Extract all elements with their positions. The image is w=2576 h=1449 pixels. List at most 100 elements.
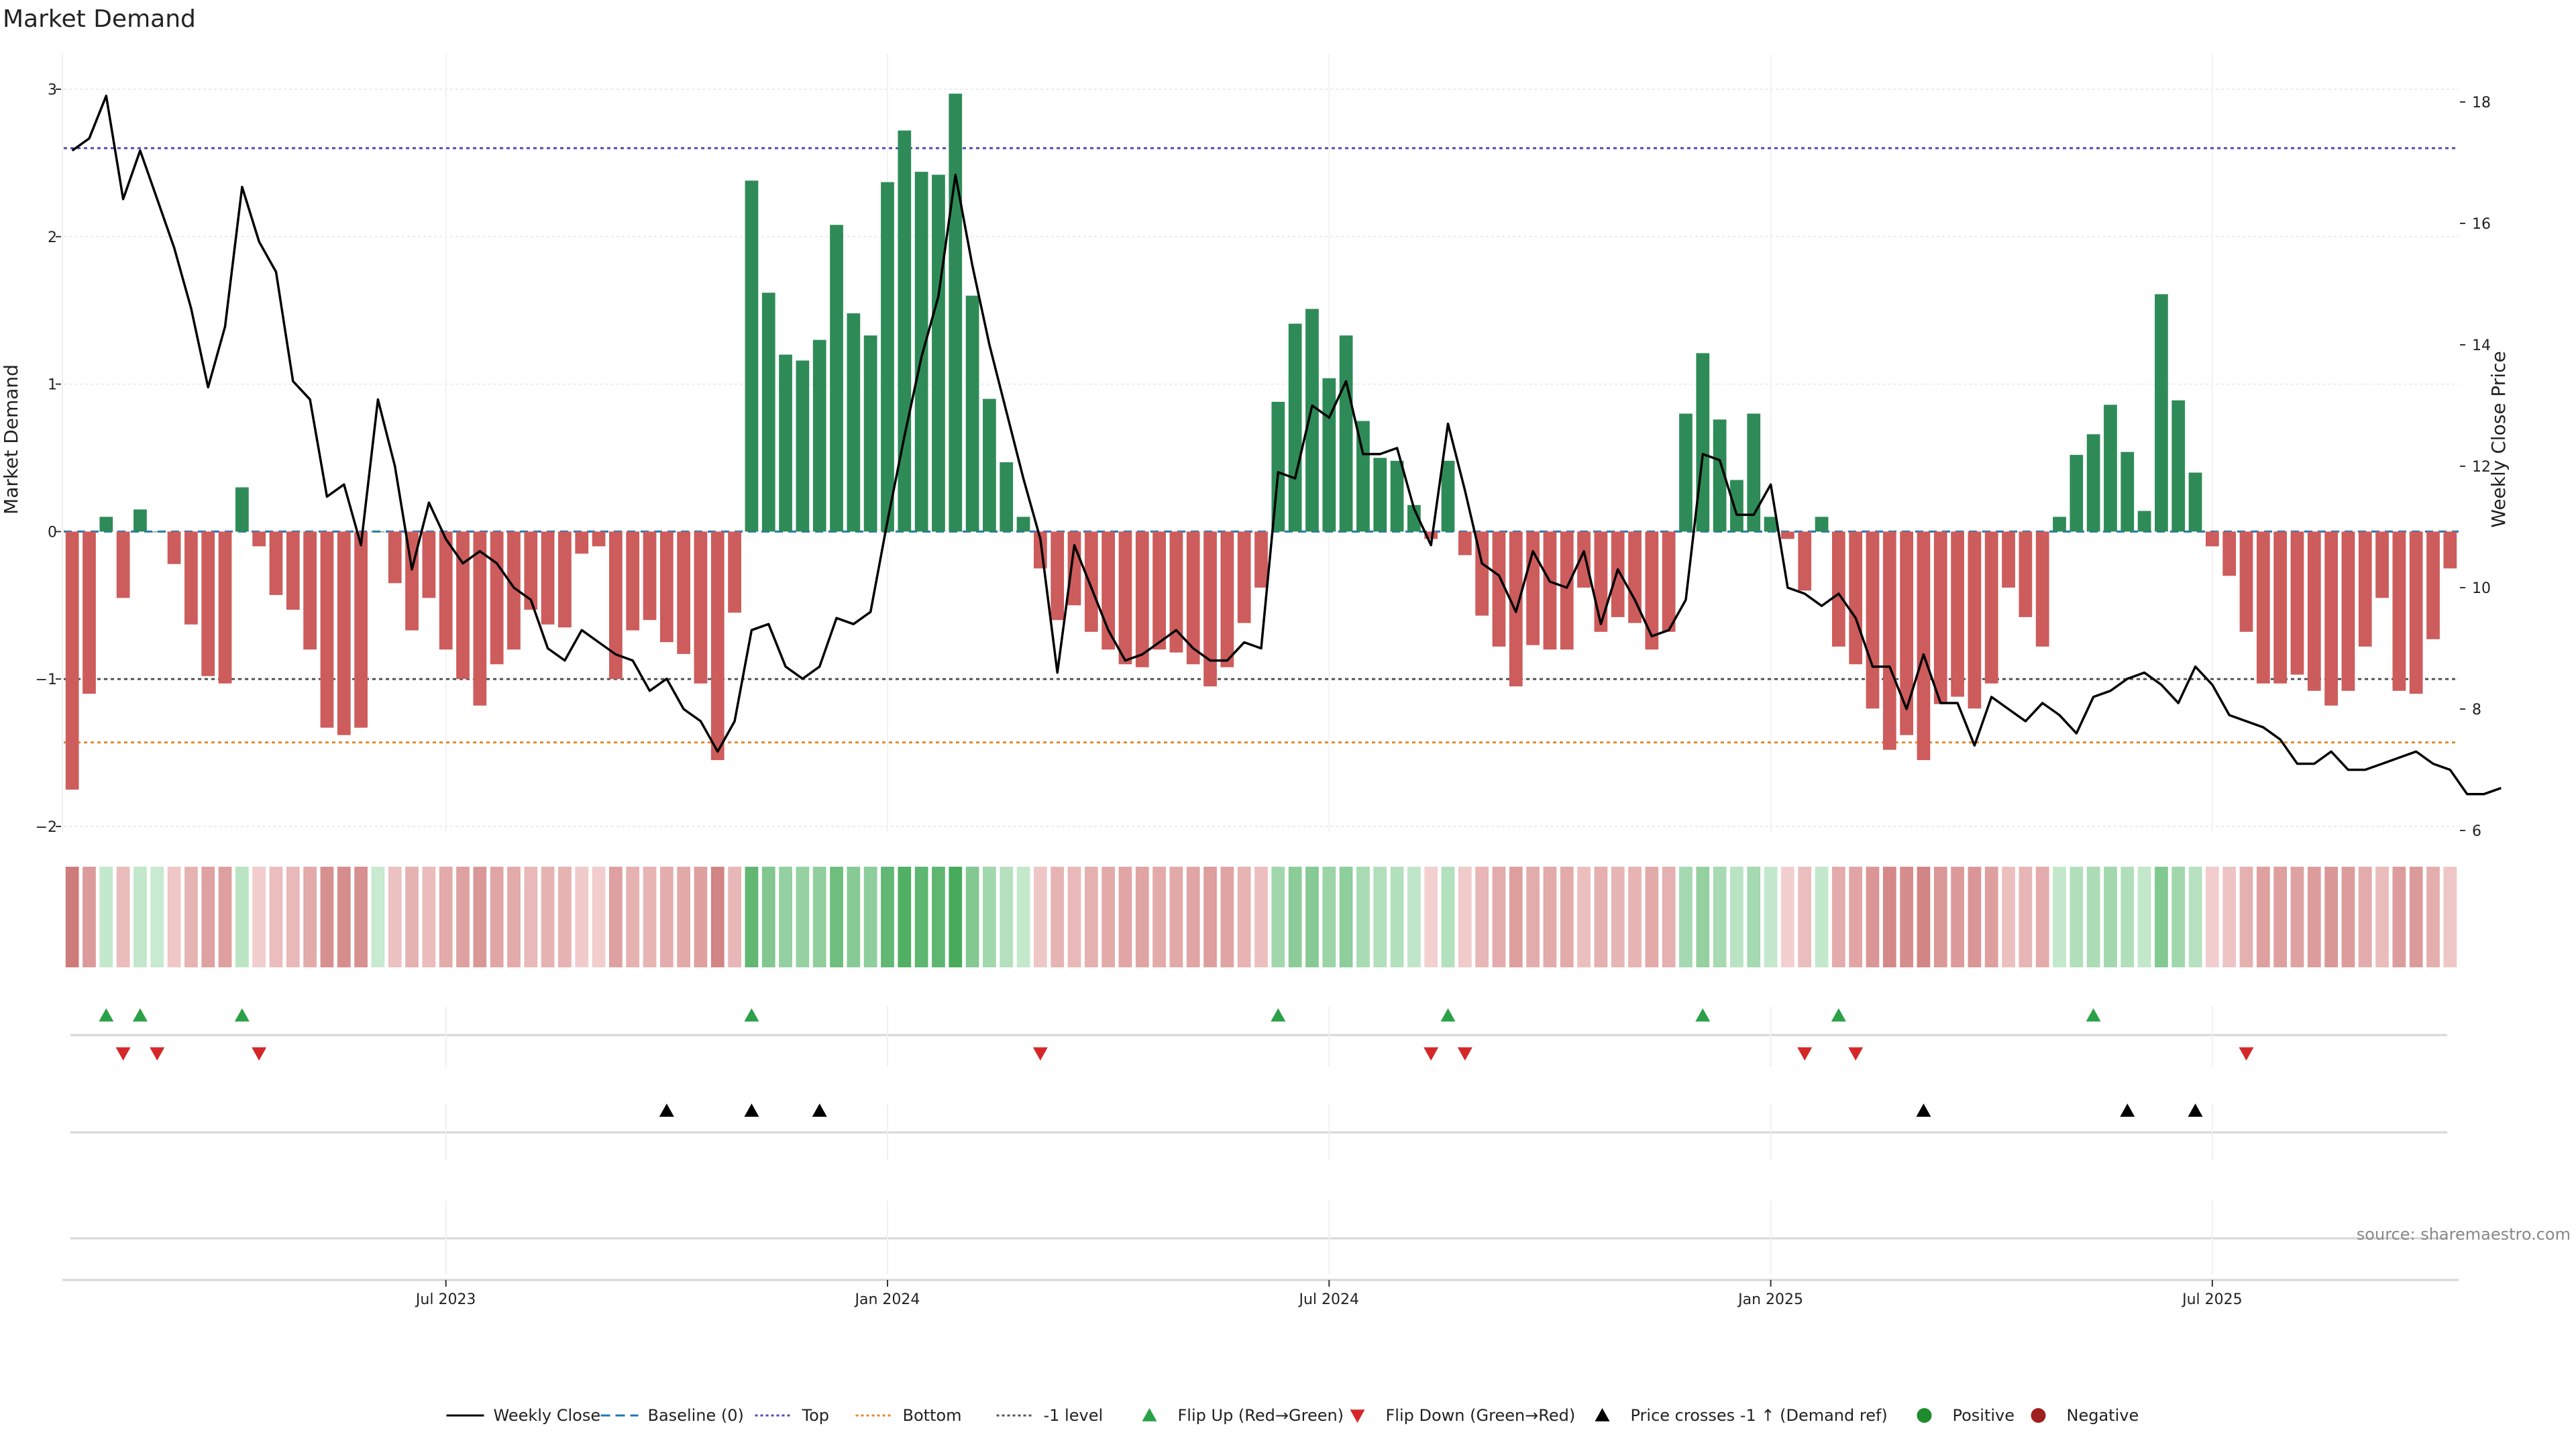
demand-bar bbox=[1730, 480, 1743, 532]
heat-cell bbox=[2053, 867, 2066, 967]
demand-bar bbox=[2155, 294, 2168, 532]
demand-bar bbox=[1933, 531, 1947, 704]
legend-label: Negative bbox=[2067, 1406, 2139, 1425]
heat-cell bbox=[2104, 867, 2117, 967]
demand-bar bbox=[710, 531, 724, 761]
flip-down-marker bbox=[1848, 1047, 1864, 1061]
heat-cell bbox=[269, 867, 283, 967]
y2-tick-label: 12 bbox=[2472, 459, 2491, 476]
heat-cell bbox=[1984, 867, 1998, 967]
legend-label: Positive bbox=[1953, 1406, 2015, 1425]
legend-label: Bottom bbox=[903, 1406, 962, 1425]
heat-cell bbox=[83, 867, 96, 967]
price-cross-marker bbox=[659, 1104, 674, 1117]
demand-bar bbox=[524, 531, 538, 610]
demand-bar bbox=[659, 531, 674, 643]
legend-item: Flip Up (Red→Green) bbox=[1142, 1406, 1344, 1425]
demand-bar bbox=[2019, 531, 2033, 617]
demand-bar bbox=[1305, 309, 1319, 532]
heat-cell bbox=[2273, 867, 2288, 967]
demand-bar bbox=[1713, 419, 1727, 532]
heat-cell bbox=[2035, 867, 2049, 967]
heat-cell bbox=[558, 867, 572, 967]
heat-cell bbox=[337, 867, 351, 967]
flip-up-marker bbox=[1831, 1008, 1846, 1022]
heat-cell bbox=[1390, 867, 1404, 967]
legend-item: Negative bbox=[2031, 1406, 2139, 1425]
heat-cell bbox=[1441, 867, 1455, 967]
y2-tick-label: 10 bbox=[2472, 580, 2491, 597]
legend-swatch bbox=[2031, 1408, 2046, 1423]
source-credit: source: sharemaestro.com bbox=[2357, 1225, 2571, 1244]
legend-item: Flip Down (Green→Red) bbox=[1350, 1406, 1575, 1425]
demand-bar bbox=[1882, 531, 1896, 750]
heat-cell bbox=[541, 867, 555, 967]
demand-bar bbox=[965, 295, 979, 532]
heat-cell bbox=[201, 867, 215, 967]
heat-cell bbox=[608, 867, 623, 967]
demand-bar bbox=[2239, 531, 2253, 632]
flip-down-marker bbox=[1032, 1047, 1048, 1061]
heat-cell bbox=[1475, 867, 1489, 967]
heat-cell bbox=[1407, 867, 1421, 967]
legend-label: Price crosses -1 ↑ (Demand ref) bbox=[1631, 1406, 1888, 1425]
demand-bar bbox=[1662, 531, 1676, 632]
heat-cell bbox=[422, 867, 436, 967]
heat-cell bbox=[1000, 867, 1014, 967]
heat-cell bbox=[286, 867, 300, 967]
heat-cell bbox=[2171, 867, 2186, 967]
demand-bar bbox=[1951, 531, 1964, 697]
heat-cell bbox=[133, 867, 147, 967]
legend-label: Baseline (0) bbox=[648, 1406, 744, 1425]
heat-cell bbox=[2205, 867, 2219, 967]
heat-cell bbox=[2290, 867, 2304, 967]
y-tick-label: 2 bbox=[48, 229, 57, 246]
demand-bar bbox=[65, 531, 79, 790]
demand-bar bbox=[2443, 531, 2457, 569]
heat-cell bbox=[1237, 867, 1251, 967]
demand-bar bbox=[1679, 413, 1693, 532]
heat-cell bbox=[1356, 867, 1370, 967]
heat-cell bbox=[626, 867, 640, 967]
heat-cell bbox=[2019, 867, 2033, 967]
heat-cell bbox=[1033, 867, 1047, 967]
heat-cell bbox=[184, 867, 198, 967]
heat-cell bbox=[1067, 867, 1081, 967]
heat-cell bbox=[1186, 867, 1200, 967]
heat-cell bbox=[2426, 867, 2440, 967]
demand-bar bbox=[2307, 531, 2321, 691]
y-axis-label-left: Market Demand bbox=[0, 364, 22, 515]
demand-bar bbox=[592, 531, 606, 547]
heat-cell bbox=[1933, 867, 1947, 967]
heat-cell bbox=[1526, 867, 1540, 967]
flip-up-marker bbox=[2086, 1008, 2101, 1022]
heat-cell bbox=[728, 867, 741, 967]
demand-bar bbox=[1492, 531, 1506, 647]
heat-cell bbox=[1509, 867, 1523, 967]
demand-bar bbox=[1051, 531, 1065, 621]
demand-bar bbox=[2426, 531, 2440, 639]
heat-cell bbox=[812, 867, 826, 967]
demand-bar bbox=[1560, 531, 1574, 650]
heat-cell bbox=[932, 867, 945, 967]
legend-item: Baseline (0) bbox=[600, 1406, 744, 1425]
x-tick-label: Jan 2024 bbox=[854, 1291, 920, 1308]
x-tick-label: Jul 2024 bbox=[1298, 1291, 1360, 1308]
demand-bar bbox=[694, 531, 708, 684]
demand-bar bbox=[1169, 531, 1183, 653]
demand-bar bbox=[1016, 517, 1030, 532]
demand-bar bbox=[1000, 462, 1014, 532]
heat-cell bbox=[898, 867, 912, 967]
legend-swatch bbox=[1350, 1409, 1365, 1423]
demand-bar bbox=[439, 531, 453, 650]
heat-cell bbox=[1798, 867, 1812, 967]
heat-cell bbox=[2443, 867, 2457, 967]
demand-bar bbox=[1356, 421, 1370, 532]
demand-bar bbox=[1984, 531, 1998, 684]
demand-bar bbox=[1254, 531, 1268, 588]
demand-bar bbox=[2053, 517, 2066, 532]
heat-cell bbox=[1016, 867, 1030, 967]
heat-cell bbox=[710, 867, 724, 967]
flip-up-marker bbox=[234, 1008, 250, 1022]
